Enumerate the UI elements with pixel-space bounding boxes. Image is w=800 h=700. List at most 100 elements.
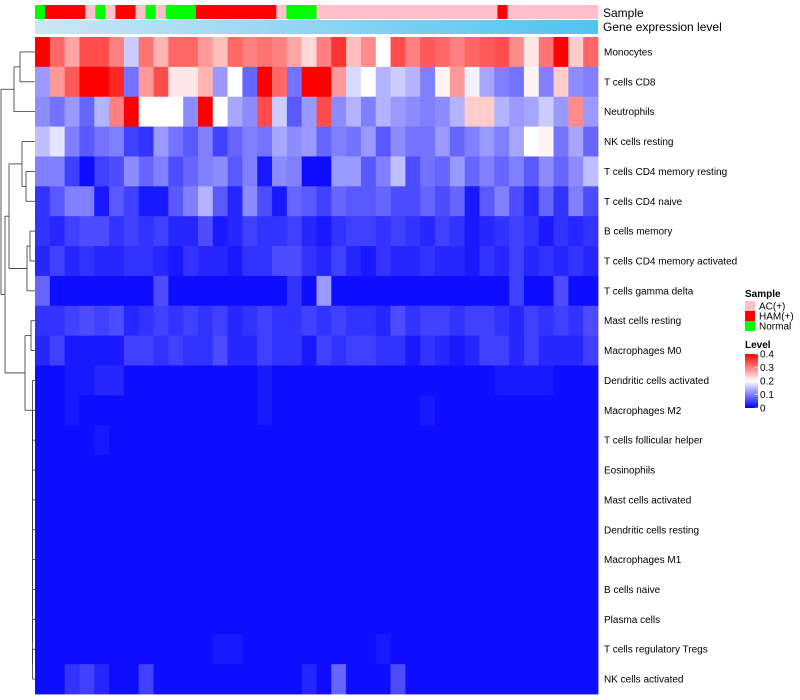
heatmap-cell bbox=[375, 425, 391, 456]
heatmap-cell bbox=[568, 275, 584, 307]
heatmap-cell bbox=[509, 514, 525, 546]
heatmap-cell bbox=[286, 365, 303, 396]
heatmap-cell bbox=[464, 365, 480, 396]
heatmap-cell bbox=[464, 395, 480, 426]
heatmap-cell bbox=[331, 514, 347, 546]
heatmap-cell bbox=[553, 425, 569, 456]
heatmap-cell bbox=[390, 275, 406, 307]
heatmap-cell bbox=[375, 37, 391, 68]
sample-cell-ac bbox=[346, 5, 358, 19]
heatmap-cell bbox=[449, 335, 466, 366]
heatmap-cell bbox=[197, 455, 214, 486]
heatmap-cell bbox=[197, 484, 214, 516]
heatmap-cell bbox=[331, 156, 347, 187]
heatmap-cell bbox=[168, 186, 184, 217]
heatmap-cell bbox=[272, 305, 288, 337]
heatmap-cell bbox=[583, 156, 599, 187]
heatmap-cell bbox=[316, 305, 332, 337]
heatmap-cell bbox=[523, 216, 540, 247]
heatmap-cell bbox=[79, 216, 95, 247]
sample-cell-ac bbox=[577, 5, 589, 19]
heatmap-cell bbox=[94, 66, 110, 98]
heatmap-cell bbox=[183, 275, 199, 307]
heatmap-cell bbox=[494, 574, 510, 605]
heatmap-cell bbox=[123, 275, 140, 307]
sample-cell-ac bbox=[326, 5, 337, 19]
heatmap-cell bbox=[35, 544, 51, 575]
heatmap-cell bbox=[360, 365, 377, 396]
heatmap-cell bbox=[553, 216, 569, 247]
level-tick-label: 0 bbox=[760, 404, 766, 415]
heatmap-cell bbox=[272, 335, 288, 366]
heatmap-cell bbox=[183, 305, 199, 337]
heatmap-cell bbox=[49, 484, 66, 516]
heatmap-cell bbox=[479, 246, 495, 277]
heatmap-cell bbox=[35, 455, 51, 486]
heatmap-cell bbox=[553, 96, 569, 127]
heatmap-cell bbox=[212, 395, 229, 426]
heatmap-cell bbox=[390, 425, 406, 456]
heatmap-cell bbox=[272, 246, 288, 277]
heatmap-cell bbox=[494, 246, 510, 277]
heatmap-cell bbox=[64, 156, 80, 187]
heatmap-cell bbox=[227, 365, 243, 396]
heatmap-cell bbox=[583, 514, 599, 546]
heatmap-cell bbox=[286, 126, 303, 157]
heatmap-cell bbox=[360, 455, 377, 486]
heatmap-cell bbox=[242, 574, 258, 605]
heatmap-cell bbox=[94, 634, 110, 665]
heatmap-cell bbox=[123, 216, 140, 247]
heatmap-cell bbox=[538, 544, 554, 575]
heatmap-cell bbox=[405, 37, 421, 68]
heatmap-cell bbox=[49, 455, 66, 486]
heatmap-cell bbox=[479, 66, 495, 98]
heatmap-cell bbox=[316, 514, 332, 546]
heatmap-cell bbox=[79, 246, 95, 277]
heatmap-cell bbox=[405, 216, 421, 247]
heatmap-cell bbox=[464, 484, 480, 516]
heatmap-cell bbox=[375, 96, 391, 127]
heatmap-cell bbox=[242, 246, 258, 277]
heatmap-cell bbox=[390, 365, 406, 396]
heatmap-cell bbox=[568, 634, 584, 665]
heatmap-cell bbox=[375, 455, 391, 486]
heatmap-cell bbox=[79, 37, 95, 68]
sample-cell-ham bbox=[115, 5, 126, 19]
heatmap-cell bbox=[568, 664, 584, 695]
heatmap-cell bbox=[316, 186, 332, 217]
heatmap-cell bbox=[197, 66, 214, 98]
heatmap-cell bbox=[346, 305, 362, 337]
heatmap-cell bbox=[479, 484, 495, 516]
heatmap-cell bbox=[212, 544, 229, 575]
heatmap-cell bbox=[583, 365, 599, 396]
heatmap-cell bbox=[123, 126, 140, 157]
heatmap-cell bbox=[553, 126, 569, 157]
heatmap-cell bbox=[405, 305, 421, 337]
heatmap-cell bbox=[360, 335, 377, 366]
heatmap-cell bbox=[153, 395, 169, 426]
heatmap-cell bbox=[35, 37, 51, 68]
heatmap-cell bbox=[257, 455, 273, 486]
heatmap-cell bbox=[138, 574, 154, 605]
legend-swatch-ac bbox=[745, 301, 755, 311]
heatmap-cell bbox=[346, 186, 362, 217]
heatmap-cell bbox=[257, 634, 273, 665]
level-legend-title: Level bbox=[745, 340, 771, 351]
heatmap-cell bbox=[35, 634, 51, 665]
sample-cell-ham bbox=[266, 5, 277, 19]
heatmap-cell bbox=[435, 365, 451, 396]
heatmap-cell bbox=[212, 425, 229, 456]
heatmap-cell bbox=[286, 634, 303, 665]
heatmap-cell bbox=[583, 37, 599, 68]
heatmap-cell bbox=[109, 216, 125, 247]
heatmap-cell bbox=[360, 395, 377, 426]
heatmap-cell bbox=[301, 455, 317, 486]
heatmap-cell bbox=[479, 604, 495, 635]
row-label: Mast cells resting bbox=[604, 316, 681, 327]
heatmap-cell bbox=[420, 186, 436, 217]
heatmap-cell bbox=[316, 455, 332, 486]
heatmap-cell bbox=[35, 365, 51, 396]
heatmap-cell bbox=[375, 216, 391, 247]
heatmap-cell bbox=[49, 246, 66, 277]
